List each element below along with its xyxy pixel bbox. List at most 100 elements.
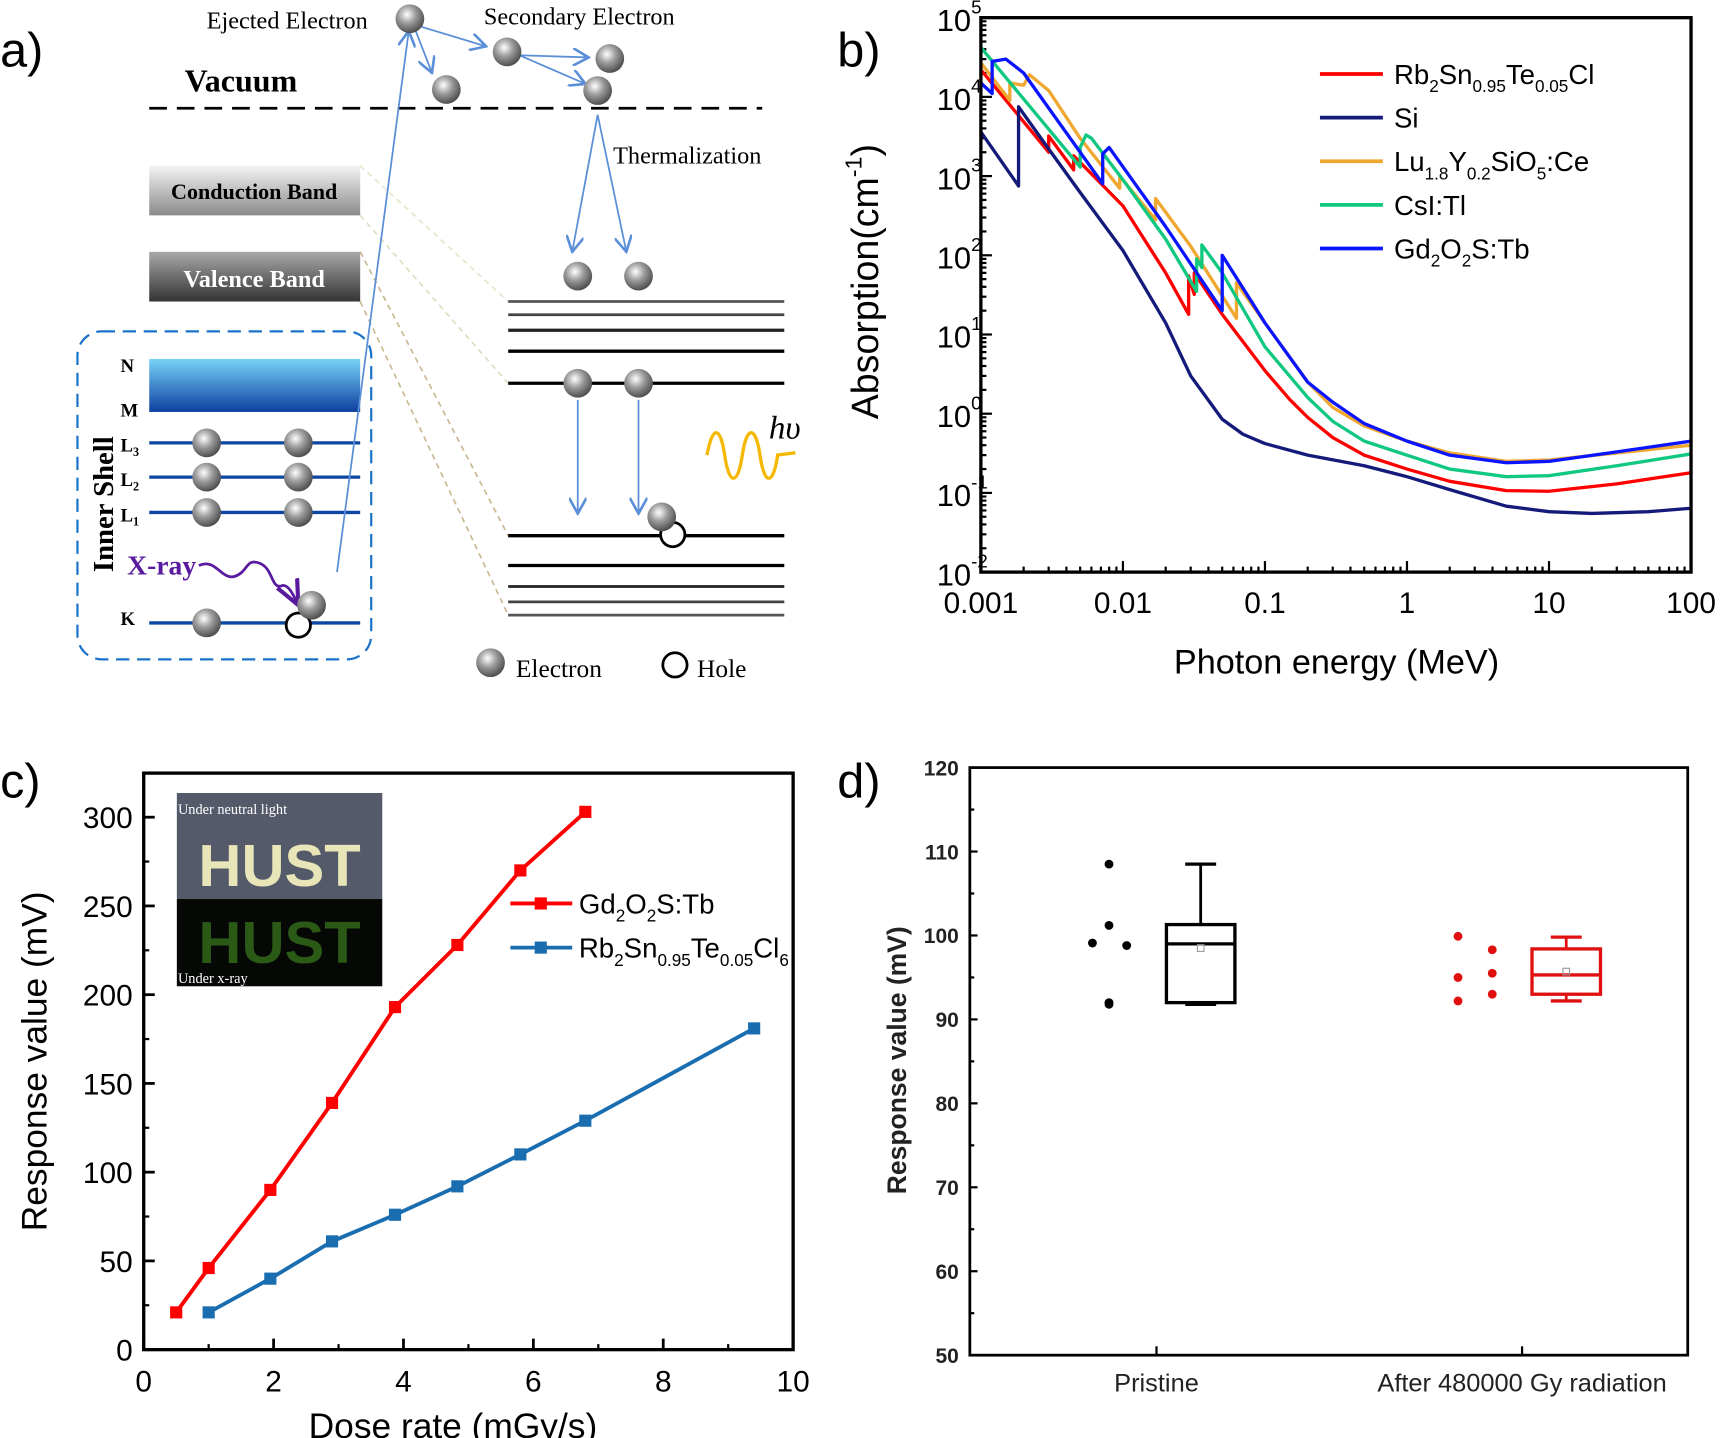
data-point (451, 1180, 464, 1193)
inner-shell-label: Inner Shell (88, 436, 120, 572)
inner-shell-box (76, 330, 373, 661)
x-tick-label: 4 (395, 1366, 412, 1399)
inset-photo: HUST HUST Under neutral light Under x-ra… (176, 792, 383, 987)
electron-icon (563, 261, 593, 291)
series-line (979, 57, 1692, 465)
electron-icon (192, 462, 222, 492)
mean-marker (1196, 944, 1205, 952)
y-tick-label: 100 (83, 1157, 133, 1190)
data-point (1487, 968, 1497, 978)
data-point (202, 1261, 215, 1275)
electron-icon (192, 428, 222, 458)
data-point (325, 1096, 339, 1110)
x-tick-label: 8 (655, 1366, 672, 1399)
series-line (979, 105, 1692, 516)
stability-boxplot: 50 60 70 80 90 100 110 120 Pristine After 480000 … (882, 757, 1690, 1398)
level-l3-label: L3 (121, 436, 140, 459)
scatter-arrow (518, 54, 585, 84)
y-tick-label: 104 (937, 75, 982, 117)
y-axis-label: Response value (mV) (882, 926, 912, 1194)
legend-label: Rb2​Sn0.95​Te0.05​Cl (1394, 59, 1594, 96)
data-point (1487, 989, 1497, 999)
connector-line (359, 214, 509, 384)
inset-bottom-word: HUST (198, 909, 360, 976)
mean-marker (1562, 967, 1571, 976)
connector-line (359, 251, 509, 537)
y-tick-label: 60 (935, 1261, 958, 1284)
connector-line (359, 165, 509, 303)
xray-wave (198, 560, 298, 605)
x-tick-label: 0.001 (944, 587, 1019, 620)
data-point (325, 1235, 339, 1248)
x-tick-label: 0.1 (1244, 587, 1285, 620)
legend-label: Si (1394, 103, 1419, 134)
conduction-band-label: Conduction Band (171, 179, 338, 204)
x-tick-label: 100 (1666, 587, 1716, 620)
inset-top-caption: Under neutral light (178, 802, 287, 818)
y-tick-label: 110 (925, 841, 959, 864)
y-axis-label: Absorption(cm-1​) (840, 144, 886, 419)
electron-icon (563, 368, 593, 398)
panel-label-d: d) (837, 754, 880, 808)
data-point (1453, 996, 1463, 1006)
valence-band-label: Valence Band (183, 266, 325, 293)
electron-icon (647, 502, 677, 532)
data-point (514, 864, 527, 877)
secondary-electron-label: Secondary Electron (484, 3, 675, 30)
nm-band (149, 358, 361, 412)
y-tick-label: 250 (83, 891, 133, 924)
ejected-electron-label: Ejected Electron (207, 8, 368, 35)
electron-legend-icon (476, 648, 505, 678)
x-tick-label: 1 (1399, 587, 1416, 620)
series-line (174, 810, 587, 1314)
y-tick-label: 105 (937, 0, 982, 38)
legend-marker (534, 897, 547, 910)
hole-icon (284, 611, 312, 639)
x-tick-label: 0 (135, 1366, 152, 1399)
electron-icon (583, 76, 612, 105)
y-tick-label: 103 (937, 155, 982, 197)
electron-icon (595, 44, 625, 73)
vacuum-label: Vacuum (185, 63, 298, 99)
electron-icon (192, 498, 222, 527)
plot-frame (979, 16, 1693, 574)
x-tick-label: 10 (1532, 587, 1565, 620)
x-axis-label: Photon energy (MeV) (1174, 644, 1499, 682)
data-point (388, 1001, 402, 1014)
connector-line (359, 301, 509, 616)
x-tick-label: 0.01 (1094, 587, 1152, 620)
data-point (1453, 973, 1463, 982)
legend-electron-label: Electron (516, 655, 602, 683)
y-tick-label: 100 (924, 925, 959, 948)
data-point (1104, 920, 1114, 930)
scatter-arrow (412, 23, 486, 46)
level-k-label: K (121, 609, 136, 630)
electron-icon (492, 37, 522, 67)
y-tick-label: 80 (935, 1093, 958, 1116)
electron-icon (283, 498, 313, 527)
inset-bottom-caption: Under x-ray (178, 971, 249, 987)
series-line (207, 1026, 756, 1315)
data-point (1122, 941, 1132, 950)
valence-band (149, 251, 361, 302)
thermalization-label: Thermalization (613, 142, 761, 169)
data-point (264, 1272, 277, 1285)
plot-frame (968, 766, 1690, 1357)
data-point (579, 1114, 592, 1127)
data-point (1104, 999, 1114, 1009)
electron-icon (624, 261, 653, 291)
legend-label: Lu1.8​Y0.2​SiO5​:Ce (1394, 146, 1589, 183)
electron-icon (283, 428, 313, 458)
data-point (202, 1306, 215, 1319)
level-n-label: N (121, 356, 135, 377)
x-axis-label: Dose rate (mGy/s) (309, 1407, 598, 1438)
data-point (170, 1306, 183, 1319)
series-line (979, 61, 1692, 463)
data-point (748, 1022, 761, 1035)
electron-icon (297, 590, 326, 620)
y-tick-label: 102 (937, 234, 982, 276)
y-tick-label: 70 (935, 1177, 958, 1200)
xray-label: X-ray (127, 549, 196, 580)
legend-label: Gd2​O2​S:Tb (579, 888, 715, 925)
